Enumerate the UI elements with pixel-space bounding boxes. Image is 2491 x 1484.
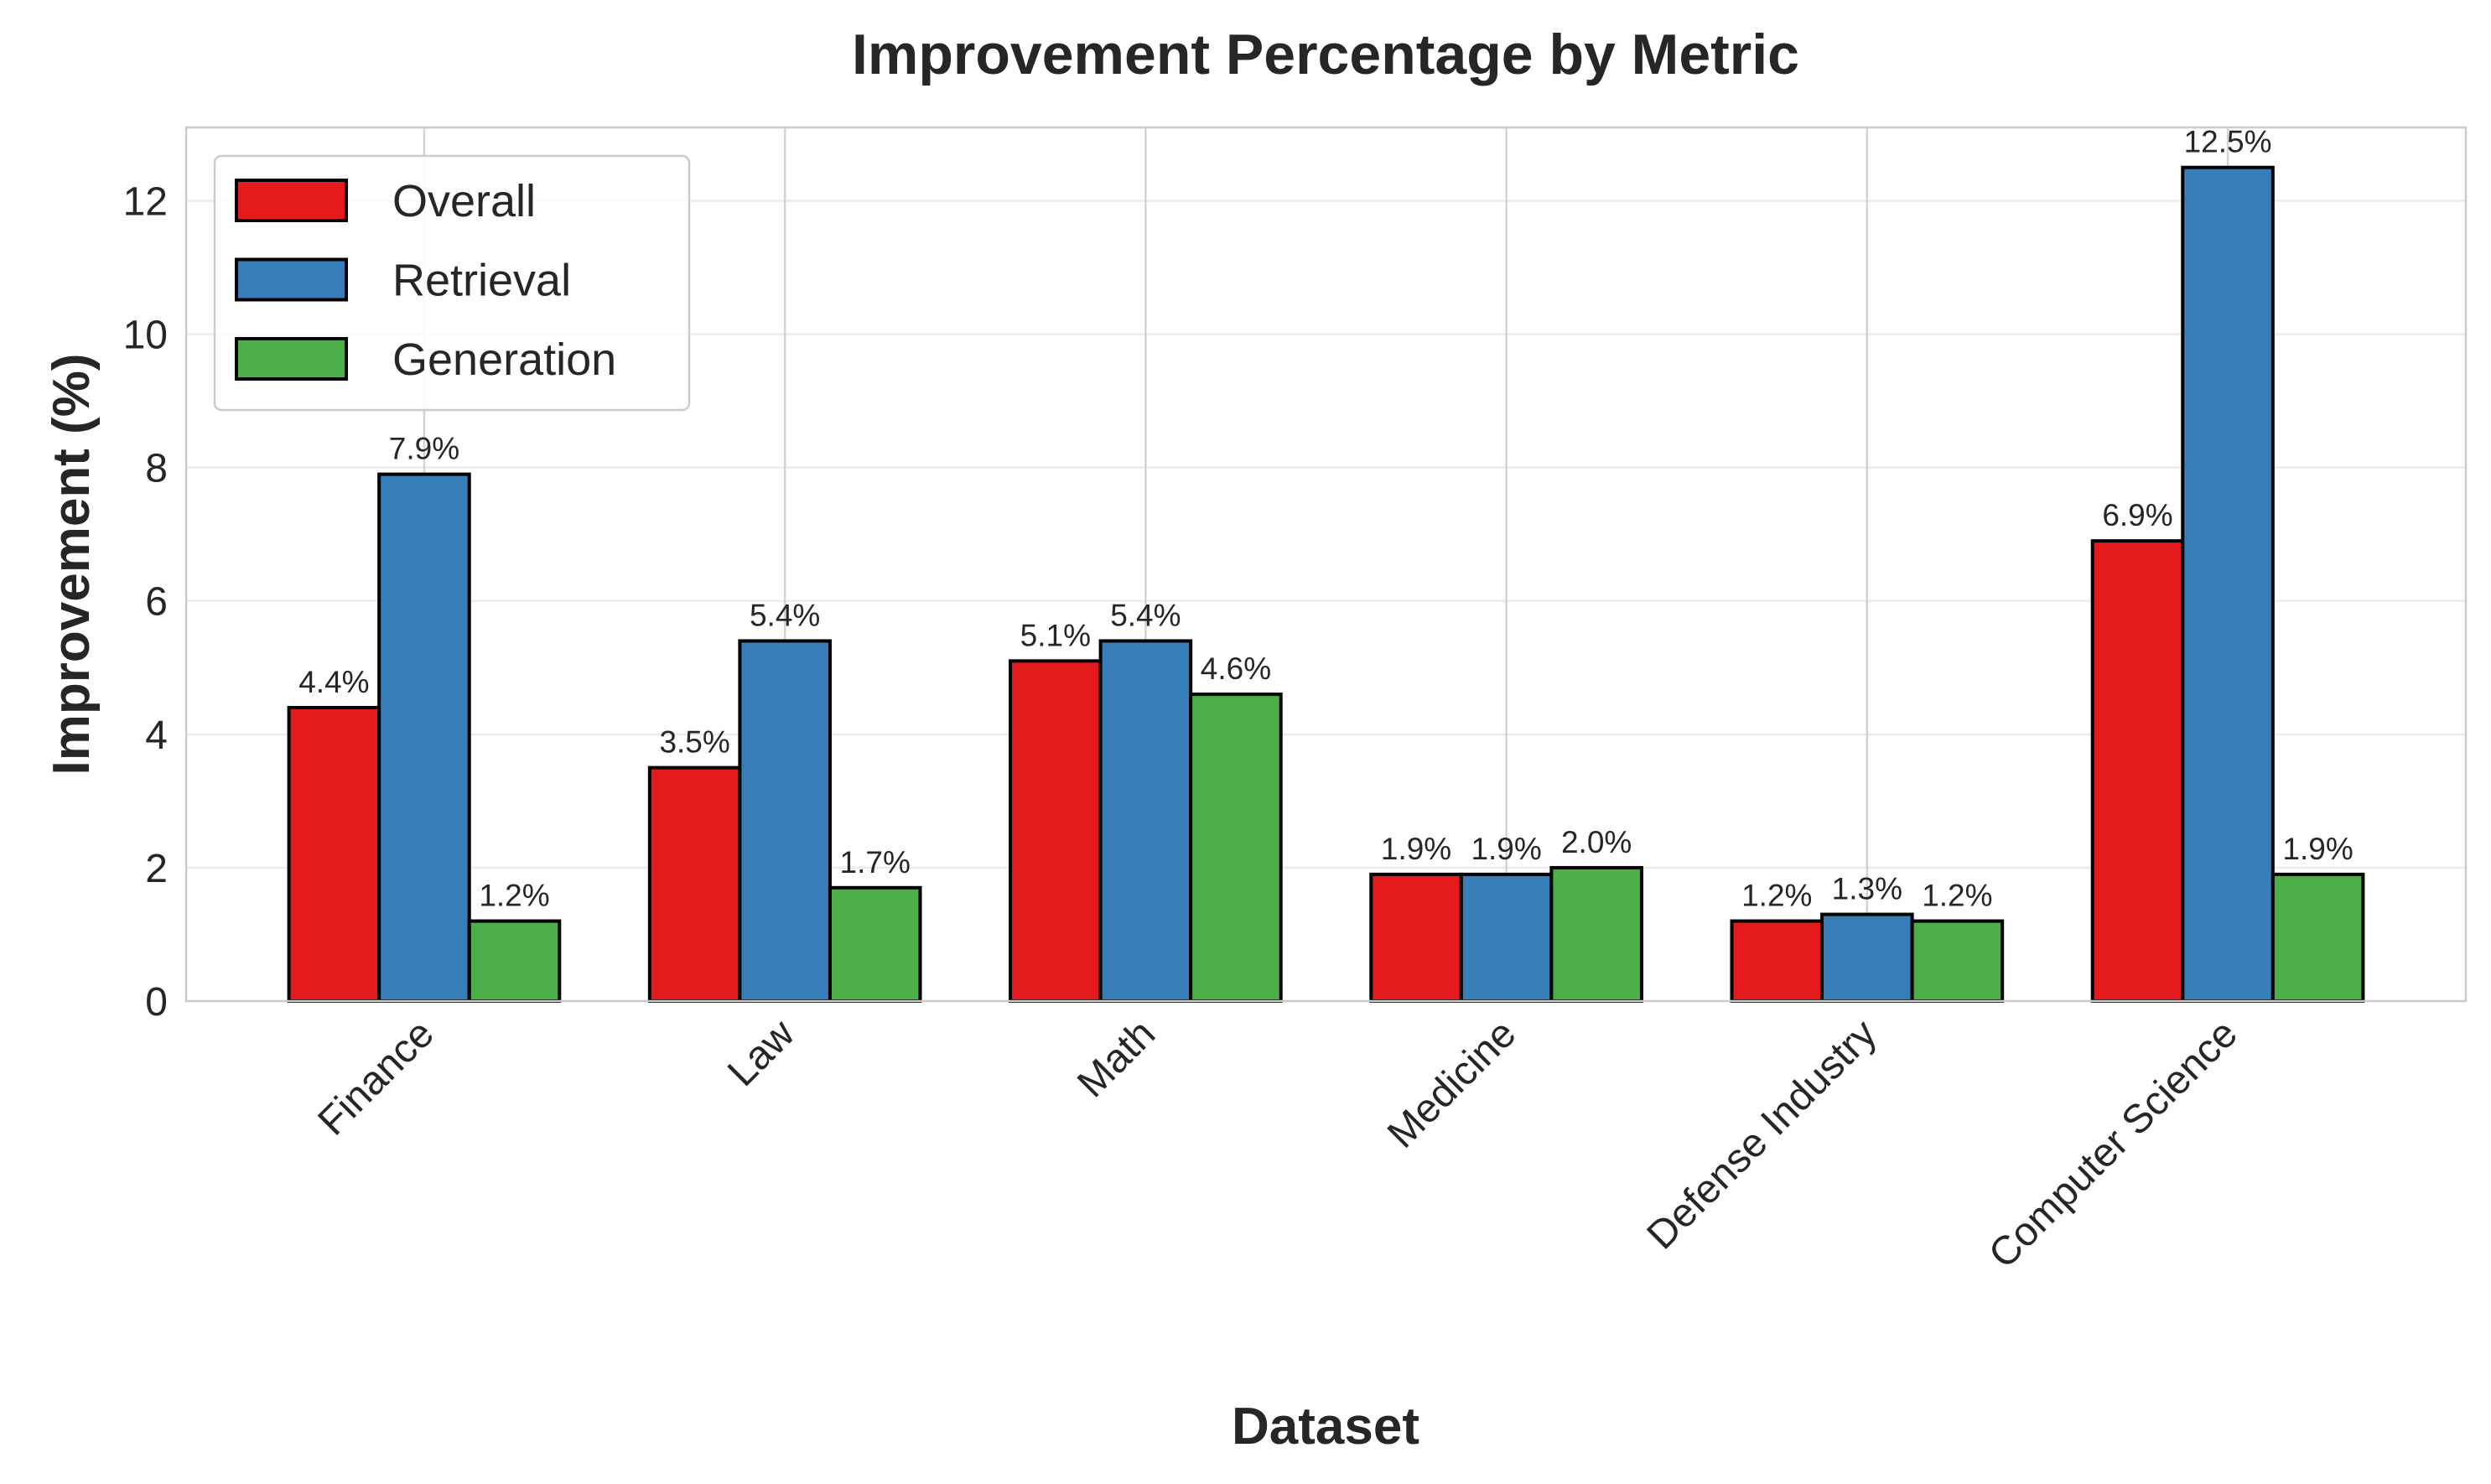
data-label: 7.9% [389,432,459,466]
legend-label-overall: Overall [392,176,536,226]
x-tick-label: Law [719,1011,803,1095]
data-label: 5.4% [1110,598,1181,632]
plot-frame [184,126,2468,1003]
y-tick-label: 8 [145,447,168,491]
bar-overall [287,706,381,1003]
data-label: 2.0% [1561,825,1632,859]
bar-generation [2270,872,2365,1004]
data-label: 1.2% [1922,879,1992,913]
data-label: 5.4% [750,598,820,632]
bar-retrieval [377,472,471,1003]
x-tick-label: Computer Science [1980,1011,2246,1277]
bar-generation [1910,919,2005,1003]
bars [287,165,2365,1004]
y-tick-label: 10 [123,314,168,358]
bar-overall [647,765,742,1003]
bar-generation [1549,865,1643,1003]
x-ticks: Finance Law Math Medicine Defense Industry Co… [309,1011,2245,1277]
y-axis-label: Improvement (%) [43,354,101,776]
data-label: 1.3% [1832,872,1902,906]
x-tick-label: Math [1069,1011,1164,1106]
data-label: 1.2% [479,879,549,913]
legend-swatch-overall [235,179,348,222]
bar-overall [1009,659,1103,1003]
legend-label-retrieval: Retrieval [392,256,571,306]
data-label: 1.2% [1741,879,1812,913]
data-labels: 4.4% 3.5% 5.1% 1.9% 1.2% 6.9% 7.9% 5.4% 5.4% 1.9%… [298,125,2353,913]
bar-generation [467,919,562,1003]
data-label: 4.6% [1201,651,1271,686]
bar-retrieval [2181,165,2275,1003]
data-label: 6.9% [2102,498,2172,532]
bar-generation [828,885,922,1004]
bar-retrieval [1098,639,1193,1003]
x-tick-label: Finance [309,1011,442,1144]
chart-title: Improvement Percentage by Metric [852,23,1799,86]
y-tick-label: 6 [145,580,168,625]
bar-overall [2090,539,2185,1003]
y-tick-label: 12 [123,179,168,224]
bar-retrieval [1820,912,1914,1004]
bar-overall [1369,872,1463,1004]
data-label: 1.9% [1471,832,1541,866]
y-ticks: 0 2 4 6 8 10 12 [123,179,168,1025]
x-tick-label: Medicine [1379,1011,1524,1156]
data-label: 1.9% [2282,832,2353,866]
legend: Overall Retrieval Generation [213,154,691,412]
y-tick-label: 2 [145,847,168,891]
bar-overall [1730,919,1824,1003]
bar-retrieval [738,639,832,1003]
data-label: 3.5% [659,725,729,760]
legend-label-generation: Generation [392,335,616,385]
y-tick-label: 0 [145,980,168,1025]
x-axis-label: Dataset [1232,1398,1419,1455]
data-label: 4.4% [298,665,369,699]
data-label: 1.7% [840,845,911,880]
data-label: 1.9% [1381,832,1451,866]
bar-generation [1189,693,1283,1003]
x-tick-label: Defense Industry [1639,1011,1886,1258]
data-label: 5.1% [1020,618,1091,652]
data-label: 12.5% [2184,125,2272,159]
bar-retrieval [1459,872,1554,1004]
legend-swatch-generation [235,337,348,381]
y-tick-label: 4 [145,713,168,758]
legend-swatch-retrieval [235,257,348,302]
